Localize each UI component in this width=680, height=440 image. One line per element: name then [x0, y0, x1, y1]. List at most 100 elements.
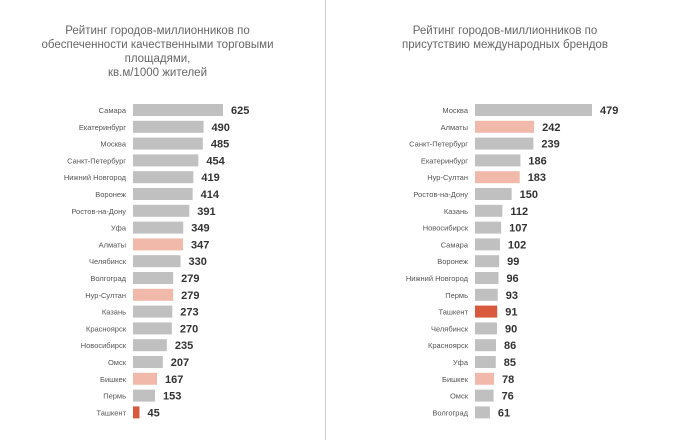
- category-label: Нур-Султан: [85, 291, 126, 300]
- value-label: 86: [504, 340, 516, 352]
- value-label: 485: [211, 139, 229, 151]
- bar-Ташкент: [475, 305, 498, 318]
- bar-Новосибирск: [475, 221, 502, 234]
- value-label: 270: [180, 323, 198, 335]
- bar-Алматы: [133, 238, 183, 251]
- bar-Нур-Султан: [133, 288, 174, 301]
- value-label: 419: [201, 172, 219, 184]
- bar-Нижний Новгород: [475, 272, 499, 284]
- value-label: 454: [206, 155, 225, 167]
- value-label: 242: [542, 122, 560, 134]
- category-label: Санкт-Петербург: [67, 156, 126, 165]
- category-label: Волгоград: [432, 408, 468, 417]
- category-label: Нур-Султан: [427, 173, 468, 182]
- bar-Уфа: [475, 356, 496, 368]
- bar-Омск: [475, 389, 494, 402]
- value-label: 207: [171, 357, 189, 369]
- value-label: 625: [231, 105, 249, 117]
- category-label: Ростов-на-Дону: [71, 207, 126, 216]
- bar-Алматы: [475, 120, 535, 133]
- chart-title-left: Рейтинг городов-миллионников по обеспечен…: [20, 24, 295, 80]
- title-line: Рейтинг городов-миллионников по: [412, 25, 598, 37]
- category-label: Бишкек: [100, 375, 127, 384]
- bar-Красноярск: [133, 322, 172, 335]
- bar-Ростов-на-Дону: [475, 188, 512, 200]
- bar-Екатеринбург: [475, 154, 521, 167]
- category-label: Самара: [99, 106, 127, 115]
- category-label: Москва: [442, 106, 468, 115]
- bar-Волгоград: [475, 406, 490, 419]
- category-label: Воронеж: [437, 257, 468, 266]
- bar-Ташкент: [133, 406, 140, 419]
- value-label: 273: [180, 307, 198, 319]
- value-label: 330: [189, 256, 207, 268]
- title-line: кв.м/1000 жителей: [107, 67, 207, 79]
- bar-Бишкек: [133, 372, 158, 385]
- bar-Нур-Султан: [475, 171, 520, 184]
- value-label: 91: [505, 307, 517, 319]
- bar-Казань: [475, 204, 503, 217]
- value-label: 150: [520, 189, 538, 201]
- bar-Бишкек: [475, 372, 495, 385]
- value-label: 85: [504, 357, 516, 369]
- bar-Пермь: [475, 288, 498, 301]
- title-line: Рейтинг городов-миллионников по: [65, 25, 250, 37]
- bar-Волгоград: [133, 272, 174, 284]
- bar-Новосибирск: [133, 339, 167, 352]
- value-label: 153: [163, 391, 181, 403]
- category-label: Екатеринбург: [421, 156, 468, 165]
- category-label: Пермь: [103, 392, 126, 401]
- category-label: Ростов-на-Дону: [413, 190, 468, 199]
- category-label: Омск: [450, 392, 469, 401]
- title-line: обеспеченности качественными торговыми: [41, 39, 274, 51]
- value-label: 479: [600, 105, 618, 117]
- value-label: 99: [507, 256, 519, 268]
- category-label: Челябинск: [89, 257, 127, 266]
- category-label: Челябинск: [431, 324, 469, 333]
- value-label: 183: [528, 172, 546, 184]
- value-label: 102: [508, 239, 526, 251]
- value-label: 391: [197, 206, 215, 218]
- value-label: 347: [191, 239, 209, 251]
- value-label: 107: [509, 223, 527, 235]
- value-label: 279: [181, 290, 199, 302]
- bar-Самара: [133, 104, 223, 116]
- category-label: Алматы: [441, 123, 468, 132]
- category-label: Уфа: [453, 358, 469, 367]
- category-label: Омск: [108, 358, 127, 367]
- value-label: 239: [541, 139, 559, 151]
- value-label: 349: [191, 223, 209, 235]
- bar-Воронеж: [133, 188, 193, 200]
- title-line: присутствию международных брендов: [402, 39, 608, 51]
- bar-Пермь: [133, 389, 156, 402]
- value-label: 78: [502, 374, 514, 386]
- category-label: Красноярск: [86, 324, 127, 333]
- bar-Челябинск: [133, 255, 181, 268]
- bar-Ростов-на-Дону: [133, 204, 190, 217]
- bar-Челябинск: [475, 322, 497, 335]
- value-label: 186: [528, 155, 546, 167]
- category-label: Волгоград: [90, 274, 126, 283]
- bar-Москва: [133, 137, 203, 150]
- title-line: площадями,: [124, 53, 191, 65]
- value-label: 90: [505, 323, 517, 335]
- value-label: 279: [181, 273, 199, 285]
- bar-Самара: [475, 238, 500, 251]
- bar-Москва: [475, 104, 592, 116]
- category-label: Самара: [441, 240, 469, 249]
- value-label: 112: [510, 206, 528, 218]
- value-label: 96: [506, 273, 518, 285]
- category-label: Красноярск: [428, 341, 469, 350]
- bar-Санкт-Петербург: [133, 154, 199, 167]
- value-label: 414: [201, 189, 220, 201]
- category-label: Москва: [100, 140, 126, 149]
- category-label: Алматы: [99, 240, 126, 249]
- category-label: Казань: [444, 207, 468, 216]
- bar-Уфа: [133, 221, 184, 234]
- bar-Екатеринбург: [133, 120, 204, 133]
- category-label: Уфа: [111, 224, 127, 233]
- divider: [325, 0, 326, 440]
- bar-Воронеж: [475, 255, 500, 268]
- category-label: Новосибирск: [423, 224, 469, 233]
